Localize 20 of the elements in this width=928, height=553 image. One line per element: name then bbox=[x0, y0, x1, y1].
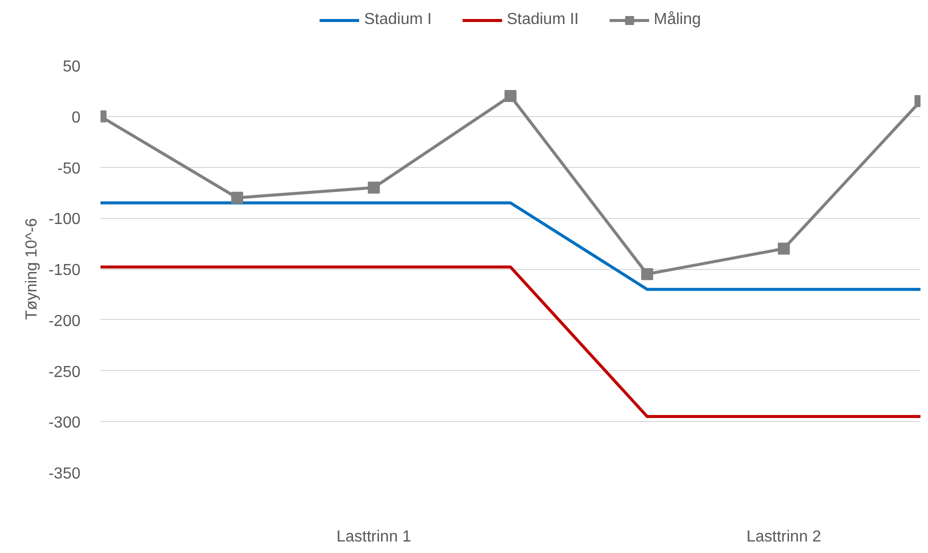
y-tick-label: -50 bbox=[57, 160, 81, 178]
point bbox=[504, 90, 516, 102]
y-tick-label: -100 bbox=[48, 211, 81, 228]
y-tick-label: -200 bbox=[48, 312, 81, 330]
point bbox=[231, 192, 244, 204]
y-tick-label: -150 bbox=[48, 262, 81, 279]
y-tick-label: 50 bbox=[62, 58, 81, 76]
y-axis-title: Tøyning 10^-6 bbox=[23, 218, 40, 320]
legend-label: Stadium I bbox=[364, 11, 432, 29]
y-tick-label: 0 bbox=[72, 109, 81, 126]
point bbox=[778, 242, 790, 255]
legend-label: Måling bbox=[654, 11, 701, 29]
x-tick-label: Lasttrinn 2 bbox=[746, 528, 822, 546]
point bbox=[641, 268, 654, 280]
y-tick-label: -350 bbox=[48, 466, 81, 482]
y-tick-label: -250 bbox=[48, 364, 81, 381]
legend-label: Stadium II bbox=[506, 11, 579, 29]
x-tick-label: Lasttrinn 1 bbox=[336, 528, 412, 546]
point bbox=[368, 182, 380, 194]
y-tick-label: -300 bbox=[48, 414, 81, 432]
